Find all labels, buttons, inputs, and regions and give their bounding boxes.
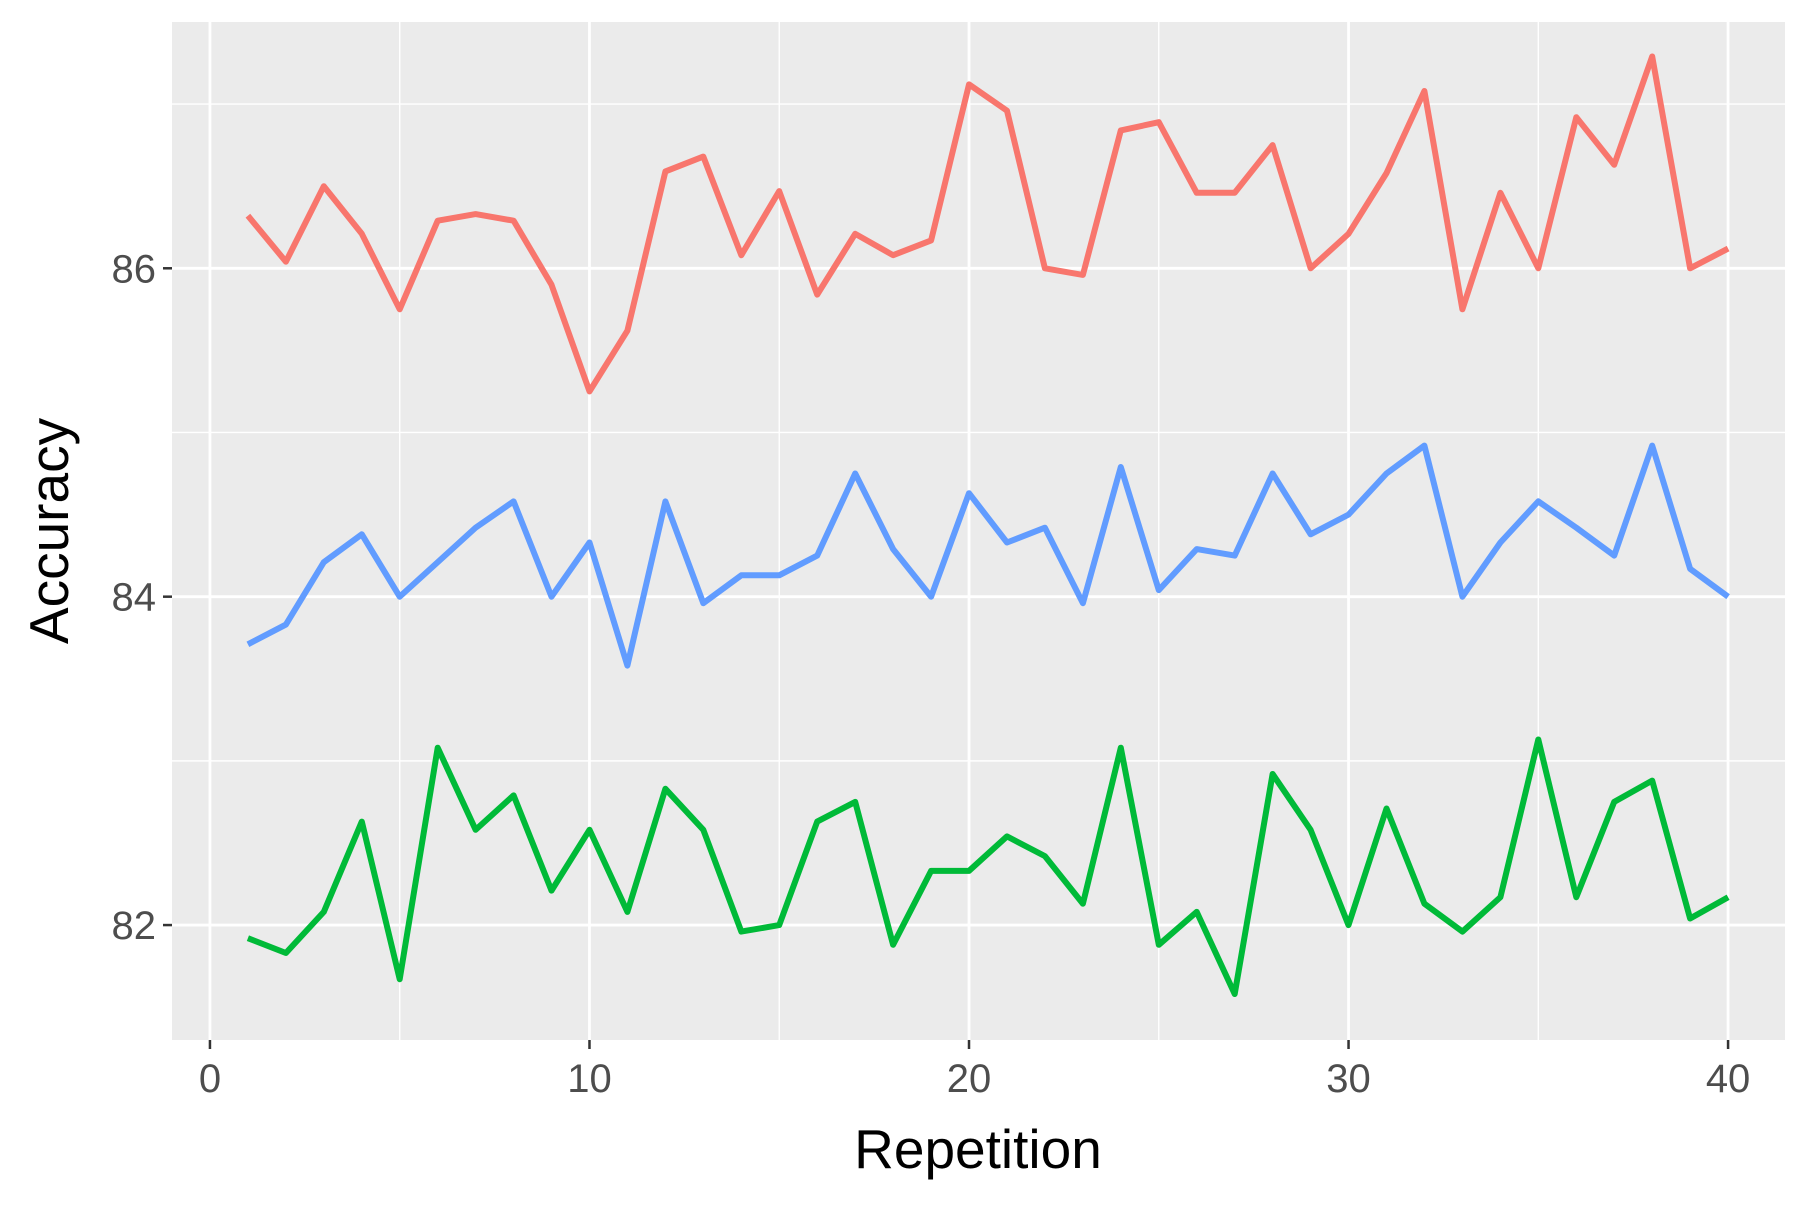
series-line-1 (245, 53, 1730, 395)
y-tick-label: 82 (112, 904, 157, 948)
y-tick-label: 84 (112, 576, 157, 620)
x-axis: 0 10 20 30 40 (199, 1040, 1750, 1101)
y-tick-label: 86 (112, 247, 157, 291)
series-lines (245, 53, 1730, 997)
series-line-3 (246, 736, 1730, 997)
plot-panel (172, 22, 1785, 1040)
x-tick-label: 20 (947, 1057, 992, 1101)
x-tick-label: 10 (567, 1057, 612, 1101)
series-line-2 (246, 442, 1730, 669)
x-tick-label: 30 (1326, 1057, 1371, 1101)
x-tick-label: 40 (1706, 1057, 1751, 1101)
y-axis: 82 84 86 (112, 247, 172, 948)
x-tick-label: 0 (199, 1057, 221, 1101)
x-axis-title: Repetition (854, 1118, 1102, 1180)
y-axis-title: Accuracy (18, 417, 80, 644)
major-gridlines (172, 22, 1785, 1040)
